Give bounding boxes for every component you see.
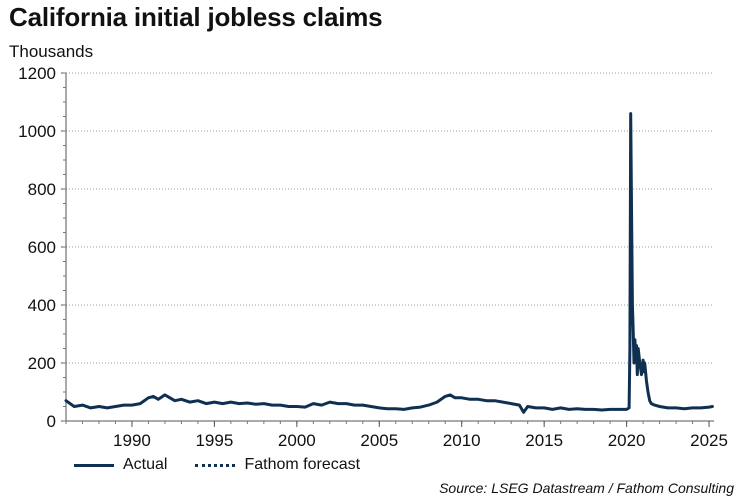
y-tick-label-800: 800 — [28, 180, 56, 199]
y-axis-ticks: 0 200 400 600 800 1000 1200 — [18, 64, 66, 431]
legend-label-actual: Actual — [123, 456, 168, 473]
series-line-actual — [64, 112, 714, 414]
y-tick-label-0: 0 — [47, 412, 56, 431]
y-tick-label-1000: 1000 — [18, 122, 56, 141]
legend-label-forecast: Fathom forecast — [244, 456, 361, 473]
legend-item-actual: Actual — [74, 456, 167, 474]
y-tick-label-200: 200 — [28, 354, 56, 373]
legend-swatch-solid — [74, 463, 114, 467]
legend: Actual Fathom forecast — [74, 456, 388, 474]
x-tick-label-1995: 1995 — [195, 431, 233, 450]
x-tick-label-2000: 2000 — [278, 431, 316, 450]
y-tick-label-1200: 1200 — [18, 64, 56, 83]
x-tick-label-2020: 2020 — [608, 431, 646, 450]
gridlines — [66, 72, 714, 364]
y-tick-label-400: 400 — [28, 296, 56, 315]
y-tick-label-600: 600 — [28, 238, 56, 257]
x-tick-label-2025: 2025 — [690, 431, 728, 450]
legend-item-forecast: Fathom forecast — [195, 456, 360, 474]
legend-swatch-dotted — [195, 463, 236, 467]
chart-title: California initial jobless claims — [9, 2, 383, 32]
source-note: Source: LSEG Datastream / Fathom Consult… — [439, 480, 734, 496]
series-layer — [64, 112, 714, 414]
x-tick-label-2010: 2010 — [443, 431, 481, 450]
x-axis-ticks: 1990 1995 2000 2005 2010 2015 2020 2025 — [65, 421, 728, 450]
x-tick-label-2005: 2005 — [360, 431, 398, 450]
x-tick-label-2015: 2015 — [525, 431, 563, 450]
y-axis-unit-label: Thousands — [9, 42, 94, 61]
x-tick-label-1990: 1990 — [113, 431, 151, 450]
